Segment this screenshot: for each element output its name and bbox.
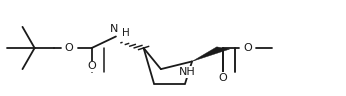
- Text: O: O: [219, 73, 228, 83]
- Text: H: H: [122, 28, 130, 38]
- Text: O: O: [87, 61, 96, 71]
- Text: O: O: [243, 43, 252, 53]
- Polygon shape: [192, 47, 230, 61]
- Text: O: O: [65, 43, 74, 53]
- Text: N: N: [110, 24, 118, 34]
- Text: NH: NH: [179, 67, 195, 77]
